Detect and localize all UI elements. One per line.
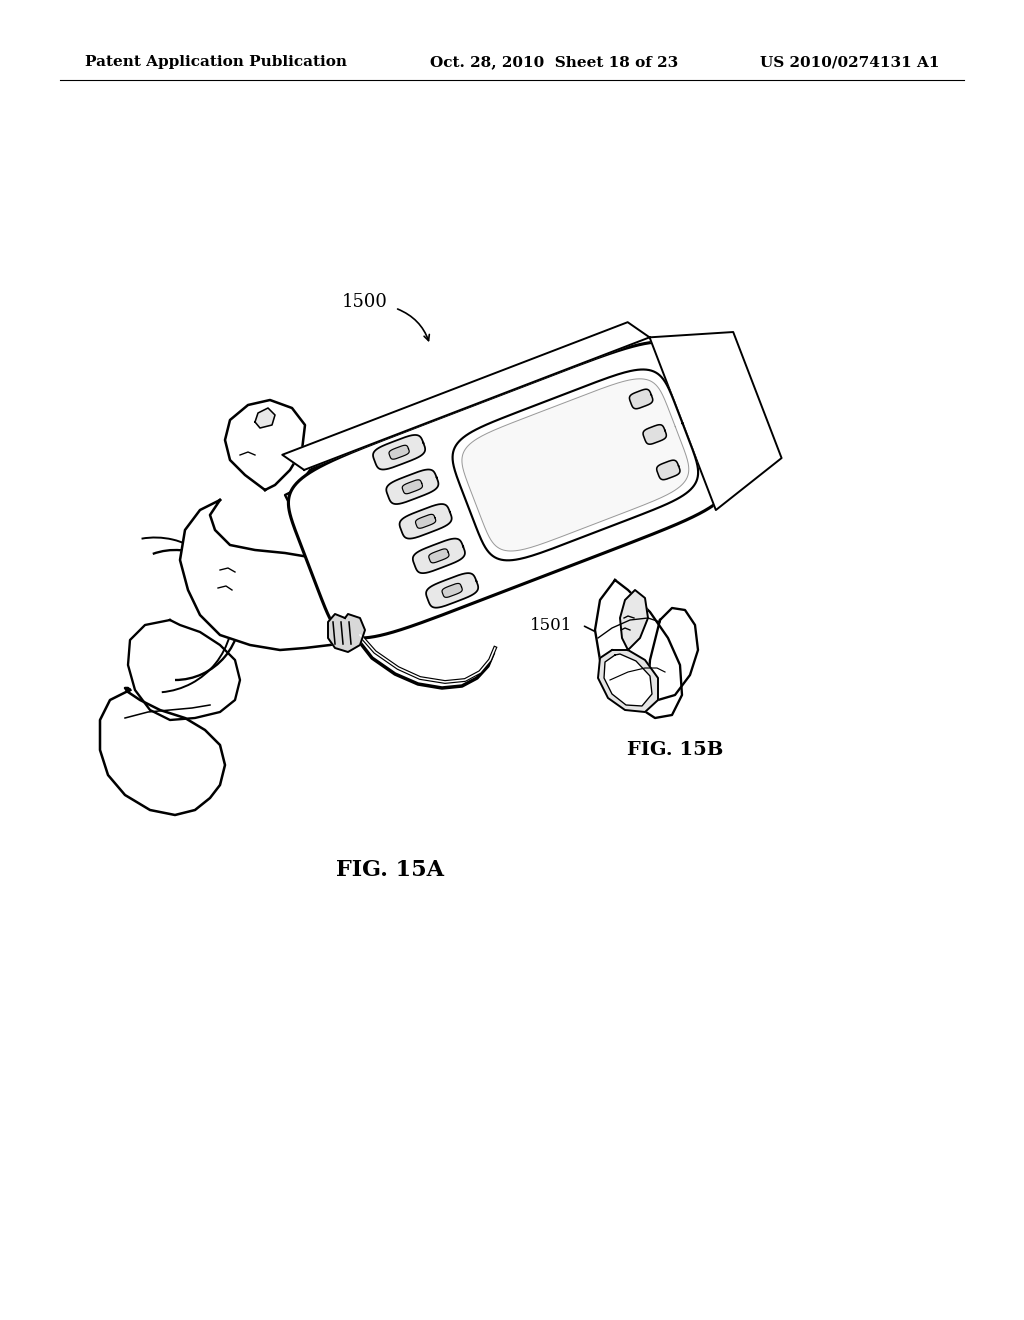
Polygon shape	[453, 370, 698, 560]
Polygon shape	[255, 408, 275, 428]
Polygon shape	[648, 609, 698, 700]
Polygon shape	[416, 515, 436, 528]
Polygon shape	[620, 590, 648, 649]
Polygon shape	[289, 342, 731, 638]
Text: 1501: 1501	[530, 616, 572, 634]
Text: FIG. 15B: FIG. 15B	[627, 741, 723, 759]
Polygon shape	[386, 470, 438, 504]
Polygon shape	[389, 445, 410, 459]
Polygon shape	[442, 583, 462, 598]
Text: FIG. 15A: FIG. 15A	[336, 859, 444, 880]
Polygon shape	[643, 425, 667, 445]
Polygon shape	[630, 389, 652, 409]
Polygon shape	[399, 504, 452, 539]
Polygon shape	[595, 579, 682, 718]
Text: Patent Application Publication: Patent Application Publication	[85, 55, 347, 69]
Polygon shape	[598, 649, 658, 711]
Polygon shape	[285, 450, 375, 520]
Polygon shape	[402, 479, 423, 494]
Polygon shape	[413, 539, 465, 573]
Polygon shape	[656, 461, 680, 479]
Polygon shape	[100, 688, 225, 814]
Text: 1500: 1500	[342, 293, 388, 312]
Polygon shape	[462, 379, 689, 550]
Polygon shape	[328, 614, 365, 652]
Text: Oct. 28, 2010  Sheet 18 of 23: Oct. 28, 2010 Sheet 18 of 23	[430, 55, 678, 69]
Polygon shape	[180, 500, 385, 649]
Polygon shape	[429, 549, 449, 562]
Text: US 2010/0274131 A1: US 2010/0274131 A1	[761, 55, 940, 69]
Polygon shape	[649, 333, 781, 510]
Polygon shape	[373, 436, 425, 470]
Polygon shape	[128, 620, 240, 719]
Polygon shape	[225, 400, 305, 490]
Polygon shape	[283, 322, 649, 470]
Polygon shape	[604, 653, 652, 706]
Polygon shape	[426, 573, 478, 607]
